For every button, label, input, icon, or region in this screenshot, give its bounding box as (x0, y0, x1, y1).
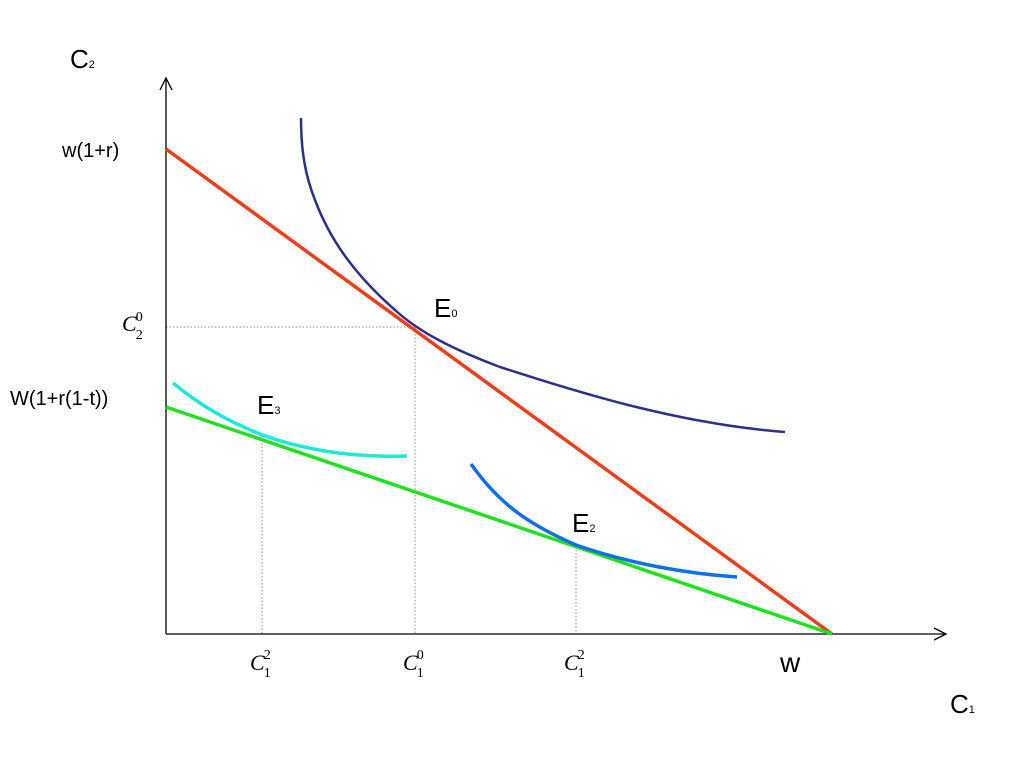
budget-line-post-tax (165, 405, 833, 636)
y-tick-c2-0: C20 (122, 310, 143, 343)
point-label-e0: E0 (434, 293, 457, 323)
x-tick-c1-2-left: C12 (250, 648, 271, 681)
point-label-e2: E2 (572, 508, 595, 538)
indifference-curve-e3 (171, 381, 408, 459)
budget-line-pre-tax (164, 147, 834, 636)
guide-lines (166, 326, 577, 634)
y-tick-w-1-plus-r: w(1+r) (61, 140, 119, 162)
point-label-e3: E3 (257, 390, 280, 420)
x-axis-title: C1 (950, 689, 975, 719)
x-axis-arrowhead (933, 627, 948, 641)
axes (159, 76, 948, 641)
y-axis-arrowhead (159, 76, 173, 91)
x-tick-w: w (779, 647, 801, 678)
indifference-curve-e2 (469, 462, 738, 579)
y-tick-w-1-plus-r-1-minus-t: W(1+r(1-t)) (10, 388, 108, 410)
x-tick-c1-0: C10 (403, 648, 424, 681)
x-tick-c1-2-right: C12 (564, 648, 585, 681)
y-axis-title: C2 (70, 44, 95, 74)
indifference-curve-e0 (299, 117, 786, 434)
